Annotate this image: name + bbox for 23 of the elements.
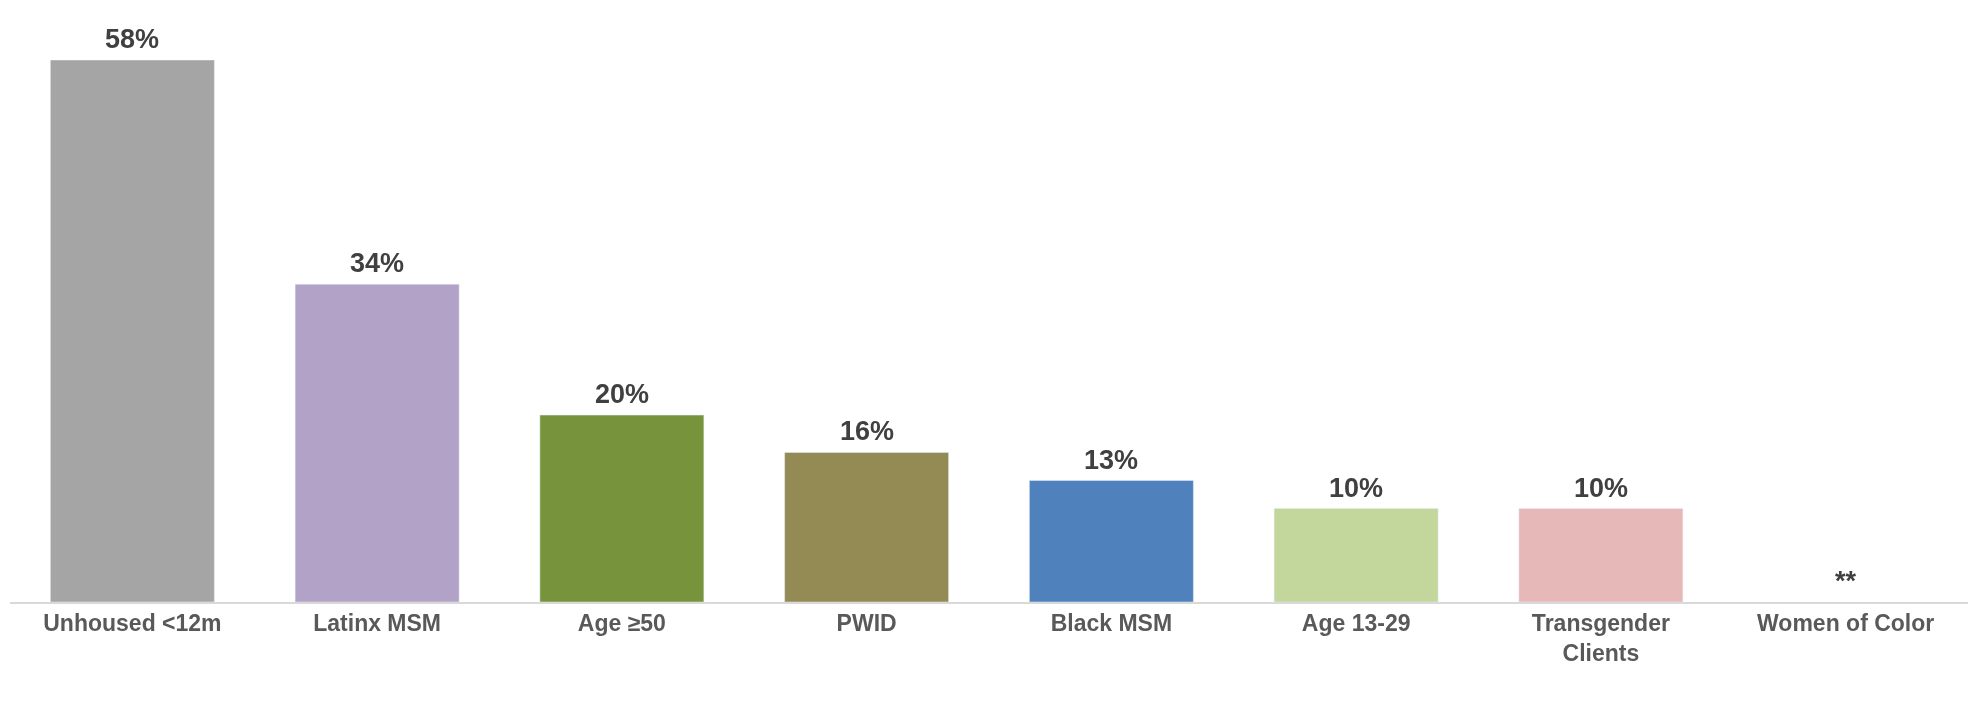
x-tick-label: PWID <box>836 610 897 637</box>
data-label: 10% <box>1574 473 1629 503</box>
x-tick-label: Black MSM <box>1050 610 1173 637</box>
text: ** <box>1835 566 1857 596</box>
x-tick-label: Latinx MSM <box>313 610 442 637</box>
x-tick-label: Age ≥50 <box>577 610 666 637</box>
x-tick-label: Women of Color <box>1757 610 1935 637</box>
bar <box>1273 508 1439 602</box>
data-label: 58% <box>105 24 160 54</box>
x-tick-label: Unhoused <12m <box>43 610 222 637</box>
bar <box>50 60 215 602</box>
data-label: 10% <box>1329 473 1384 503</box>
data-label: 34% <box>350 248 405 278</box>
x-tick-label: Age 13-29 <box>1301 610 1411 637</box>
bar <box>294 284 460 602</box>
data-label: 13% <box>1084 445 1139 475</box>
data-label: 16% <box>840 416 895 446</box>
bar <box>1518 508 1684 602</box>
bar <box>1029 480 1194 602</box>
bar <box>784 452 949 602</box>
x-tick-label: Transgender Clients <box>1531 610 1670 667</box>
data-label: 20% <box>595 379 650 409</box>
bar <box>539 414 705 602</box>
